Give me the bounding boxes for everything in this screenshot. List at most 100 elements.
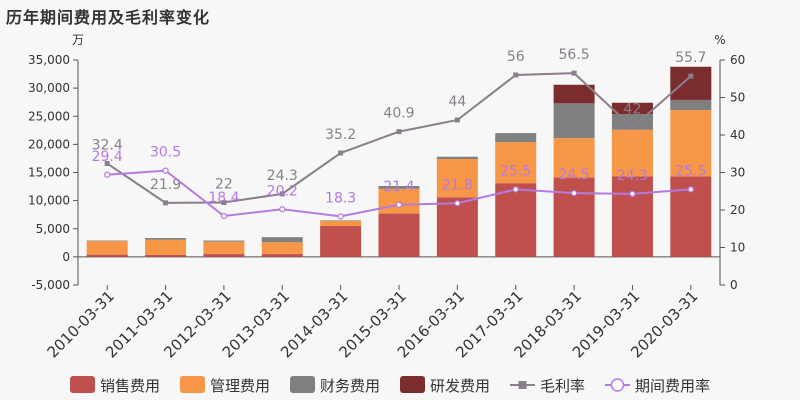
chart-title: 历年期间费用及毛利率变化 [6,8,211,27]
line-point-marker [104,171,111,178]
legend-label: 期间费用率 [635,377,710,395]
legend-marker [610,378,625,392]
bar-segment [378,186,420,189]
bar-segment [495,183,537,257]
line-point-marker [513,72,519,78]
data-label: 44 [448,94,466,110]
bar-segment [378,188,420,214]
left-tick-label: 10,000 [28,194,70,208]
bar-segment [495,133,537,143]
legend-label: 销售费用 [100,377,160,395]
left-tick-label: 0 [62,250,70,264]
line-point-marker [279,206,286,213]
line-point-marker [396,129,402,135]
data-label: 29.4 [92,149,123,165]
line-point-marker [221,200,227,205]
bar-segment [670,110,712,177]
bar-segment [86,254,128,257]
bar-segment [145,238,187,240]
data-label: 18.3 [325,190,356,206]
right-tick-label: 30 [730,166,745,180]
line-point-marker [687,186,694,193]
bar-segment [86,240,128,242]
bar-segment [670,99,712,111]
bar-segment [553,103,595,139]
bar-segment [436,159,478,198]
data-label: 56 [507,49,525,65]
legend-label: 研发费用 [430,377,490,395]
line-point-marker [220,212,228,220]
data-label: 40.9 [383,106,414,122]
line-point-marker [512,186,519,193]
data-label: 22 [215,177,233,193]
bar-segment [553,84,595,104]
line-point-marker [279,191,285,197]
legend-swatch [70,376,95,393]
bar-segment [611,102,653,114]
line-point-marker [163,200,169,206]
bar-segment [320,220,362,226]
line-point-marker [571,70,577,76]
legend-swatch [290,376,315,393]
bar-segment [436,156,478,159]
data-label: 56.5 [559,47,590,63]
line-point-marker [162,167,169,174]
right-tick-label: 10 [730,241,745,255]
data-label: 25.5 [675,163,706,179]
right-tick-label: 50 [730,91,745,105]
line-point-marker [338,150,344,156]
line-point-marker [570,190,578,197]
legend-label: 财务费用 [320,377,380,395]
bar-segment [86,241,128,255]
data-label: 24.3 [617,168,648,184]
right-tick-label: 0 [730,278,738,292]
line-point-marker [629,190,636,197]
bar-segment [320,225,362,257]
right-axis-unit: % [714,33,725,47]
left-tick-label: 20,000 [28,137,70,151]
legend-marker [518,381,527,389]
left-tick-label: 15,000 [28,166,70,180]
left-tick-label: 35,000 [28,53,70,67]
line-point-marker [688,73,694,79]
bar-segment [553,177,595,257]
data-label: 20.2 [267,183,298,199]
bar-segment [553,138,595,178]
bar-segment [203,254,245,257]
bar-segment [436,197,478,257]
bar-segment [611,129,653,177]
data-label: 30.5 [150,145,181,161]
right-tick-label: 40 [730,128,745,142]
bar-segment [145,254,187,257]
data-label: 24.3 [267,168,298,184]
legend-swatch [180,376,205,393]
data-label: 21.8 [442,177,473,193]
legend-swatch [400,376,425,393]
bar-segment [261,237,303,243]
data-label: 18.4 [208,190,239,206]
bar-segment [261,242,303,255]
data-label: 21.9 [150,177,181,193]
data-label: 42 [624,102,642,118]
bar-segment [145,239,187,255]
bar-segment [320,220,362,221]
left-tick-label: 25,000 [28,109,70,123]
line-point-marker [104,161,110,166]
line-point-marker [629,125,635,130]
data-label: 21.4 [383,179,414,195]
bar-segment [203,241,245,255]
line-point-marker [337,213,344,220]
data-label: 32.4 [92,138,123,154]
data-label: 25.5 [500,163,531,179]
right-tick-label: 60 [730,53,745,67]
data-label: 24.5 [559,167,590,183]
bar-segment [611,176,653,257]
data-label: 35.2 [325,127,356,143]
left-tick-label: 30,000 [28,81,70,95]
bar-segment [203,240,245,242]
line-point-marker [454,117,460,123]
left-tick-label: 5,000 [36,222,70,236]
bar-segment [261,254,303,257]
legend-label: 管理费用 [210,377,270,395]
